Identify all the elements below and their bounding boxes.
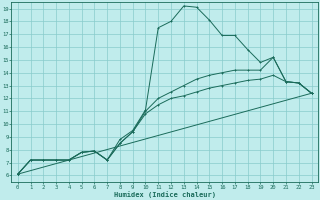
X-axis label: Humidex (Indice chaleur): Humidex (Indice chaleur) (114, 191, 216, 198)
